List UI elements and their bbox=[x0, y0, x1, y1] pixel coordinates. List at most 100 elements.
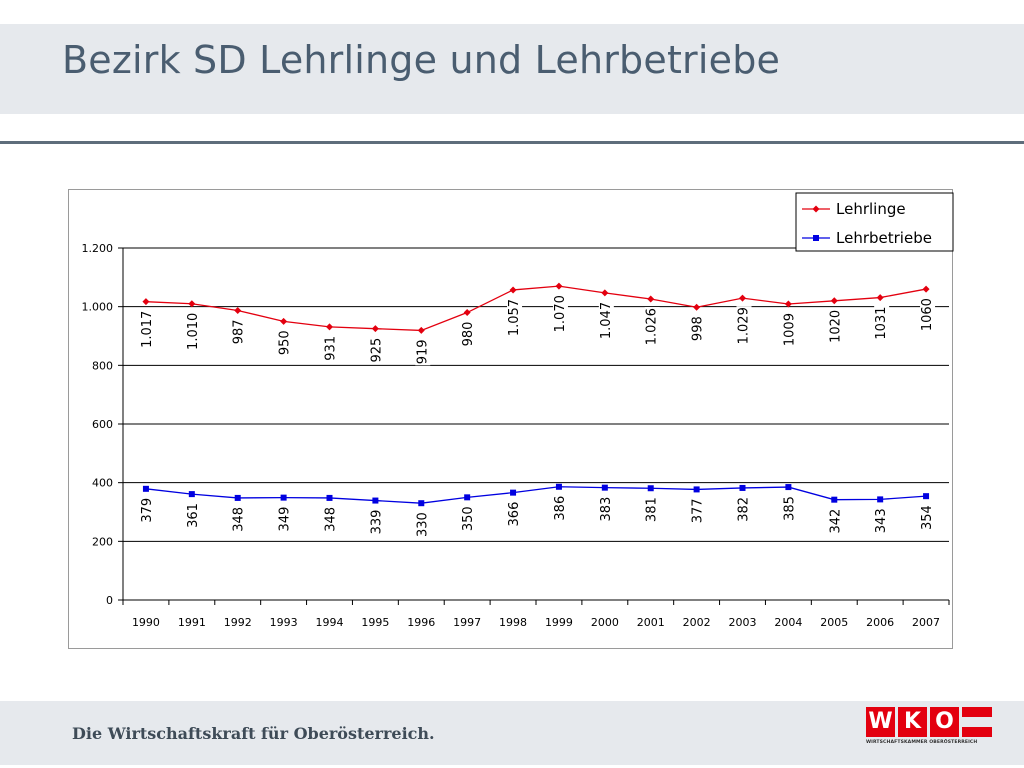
data-point-lehrlinge bbox=[234, 307, 241, 314]
x-tick-label: 1992 bbox=[224, 616, 252, 629]
legend-label-lehrlinge: Lehrlinge bbox=[836, 200, 906, 218]
data-point-lehrlinge bbox=[418, 327, 425, 334]
data-label-lehrbetriebe: 343 bbox=[874, 508, 889, 533]
data-point-lehrlinge bbox=[693, 304, 700, 311]
data-point-lehrlinge bbox=[877, 294, 884, 301]
data-label-lehrbetriebe: 377 bbox=[691, 498, 706, 523]
logo-subtitle: WIRTSCHAFTSKAMMER OBERÖSTERREICH bbox=[866, 740, 992, 745]
y-tick-label: 800 bbox=[92, 359, 113, 372]
data-label-lehrbetriebe: 342 bbox=[828, 509, 843, 534]
data-label-lehrlinge: 1031 bbox=[874, 307, 889, 340]
x-tick-label: 2000 bbox=[591, 616, 619, 629]
data-point-lehrlinge bbox=[601, 289, 608, 296]
data-label-lehrbetriebe: 361 bbox=[186, 503, 201, 528]
logo-flag-stripe-top bbox=[962, 707, 992, 717]
data-point-lehrbetriebe bbox=[372, 498, 378, 504]
data-point-lehrlinge bbox=[372, 325, 379, 332]
chart-frame: 0 200 400 600 800 1.000 1.200 1990 1991 1992 1993 1… bbox=[68, 189, 953, 649]
data-label-lehrlinge: 950 bbox=[278, 330, 293, 355]
y-tick-label: 400 bbox=[92, 477, 113, 490]
data-point-lehrlinge bbox=[510, 286, 517, 293]
data-point-lehrlinge bbox=[555, 283, 562, 290]
data-label-lehrlinge: 1.070 bbox=[553, 295, 568, 332]
data-label-lehrbetriebe: 385 bbox=[782, 496, 797, 521]
data-point-lehrbetriebe bbox=[327, 495, 333, 501]
logo-letter-o: O bbox=[930, 707, 959, 737]
x-tick-label: 2003 bbox=[729, 616, 757, 629]
x-tick-label: 2004 bbox=[774, 616, 802, 629]
data-point-lehrbetriebe bbox=[418, 500, 424, 506]
line-chart: 0 200 400 600 800 1.000 1.200 1990 1991 1992 1993 1… bbox=[69, 190, 954, 650]
data-label-lehrlinge: 1020 bbox=[828, 310, 843, 343]
data-point-lehrbetriebe bbox=[281, 495, 287, 501]
data-point-lehrlinge bbox=[831, 297, 838, 304]
data-point-lehrbetriebe bbox=[877, 496, 883, 502]
data-point-lehrbetriebe bbox=[143, 486, 149, 492]
y-tick-label: 600 bbox=[92, 418, 113, 431]
data-label-lehrlinge: 1060 bbox=[920, 298, 935, 331]
data-label-lehrbetriebe: 348 bbox=[232, 507, 247, 532]
data-label-lehrbetriebe: 330 bbox=[415, 512, 430, 537]
data-label-lehrlinge: 919 bbox=[415, 339, 430, 364]
x-tick-label: 2006 bbox=[866, 616, 894, 629]
data-point-lehrbetriebe bbox=[648, 485, 654, 491]
x-tick-label: 1993 bbox=[270, 616, 298, 629]
y-tick-label: 1.000 bbox=[82, 301, 114, 314]
data-point-lehrlinge bbox=[647, 296, 654, 303]
slide-title: Bezirk SD Lehrlinge und Lehrbetriebe bbox=[62, 38, 780, 82]
x-tick-label: 1999 bbox=[545, 616, 573, 629]
legend-label-lehrbetriebe: Lehrbetriebe bbox=[836, 229, 932, 247]
data-label-lehrlinge: 998 bbox=[691, 316, 706, 341]
data-label-lehrlinge: 1.010 bbox=[186, 313, 201, 350]
data-point-lehrbetriebe bbox=[831, 497, 837, 503]
wko-logo: W K O WIRTSCHAFTSKAMMER OBERÖSTERREICH bbox=[866, 707, 992, 749]
y-tick-label: 0 bbox=[106, 594, 113, 607]
x-tick-label: 1994 bbox=[316, 616, 344, 629]
data-point-lehrbetriebe bbox=[923, 493, 929, 499]
x-tick-label: 1998 bbox=[499, 616, 527, 629]
data-label-lehrlinge: 1.026 bbox=[645, 308, 660, 345]
data-label-lehrbetriebe: 381 bbox=[645, 497, 660, 522]
y-tick-label: 1.200 bbox=[82, 242, 114, 255]
data-point-lehrbetriebe bbox=[235, 495, 241, 501]
data-label-lehrlinge: 1.017 bbox=[140, 311, 155, 348]
data-point-lehrbetriebe bbox=[464, 494, 470, 500]
x-tick-label: 1990 bbox=[132, 616, 160, 629]
data-label-lehrlinge: 931 bbox=[324, 336, 339, 361]
data-label-lehrlinge: 1009 bbox=[782, 313, 797, 346]
data-label-lehrbetriebe: 383 bbox=[599, 497, 614, 522]
data-point-lehrbetriebe bbox=[785, 484, 791, 490]
x-tick-label: 2005 bbox=[820, 616, 848, 629]
x-tick-label: 1995 bbox=[361, 616, 389, 629]
data-point-lehrbetriebe bbox=[556, 484, 562, 490]
data-point-lehrlinge bbox=[142, 298, 149, 305]
legend-marker-lehrbetriebe bbox=[813, 235, 819, 241]
data-point-lehrbetriebe bbox=[510, 490, 516, 496]
data-label-lehrlinge: 925 bbox=[369, 338, 384, 363]
x-tick-label: 2001 bbox=[637, 616, 665, 629]
data-point-lehrbetriebe bbox=[189, 491, 195, 497]
data-label-lehrbetriebe: 386 bbox=[553, 496, 568, 521]
x-tick-label: 1991 bbox=[178, 616, 206, 629]
footer-tagline: Die Wirtschaftskraft für Oberösterreich. bbox=[72, 724, 435, 743]
data-label-lehrbetriebe: 379 bbox=[140, 498, 155, 523]
x-tick-label: 1996 bbox=[407, 616, 435, 629]
data-point-lehrbetriebe bbox=[602, 485, 608, 491]
data-point-lehrbetriebe bbox=[740, 485, 746, 491]
data-label-lehrlinge: 987 bbox=[232, 319, 247, 344]
data-label-lehrlinge: 1.029 bbox=[737, 307, 752, 344]
title-divider bbox=[0, 141, 1024, 144]
x-tick-label: 1997 bbox=[453, 616, 481, 629]
data-label-lehrbetriebe: 339 bbox=[369, 510, 384, 535]
data-label-lehrbetriebe: 382 bbox=[737, 497, 752, 522]
data-label-lehrbetriebe: 349 bbox=[278, 507, 293, 532]
data-label-lehrbetriebe: 348 bbox=[324, 507, 339, 532]
data-point-lehrlinge bbox=[923, 286, 930, 293]
x-tick-label: 2007 bbox=[912, 616, 940, 629]
data-label-lehrbetriebe: 366 bbox=[507, 502, 522, 527]
data-label-lehrbetriebe: 354 bbox=[920, 505, 935, 530]
data-point-lehrlinge bbox=[464, 309, 471, 316]
logo-flag-stripe-bottom bbox=[962, 727, 992, 737]
logo-letter-k: K bbox=[898, 707, 927, 737]
x-tick-label: 2002 bbox=[683, 616, 711, 629]
